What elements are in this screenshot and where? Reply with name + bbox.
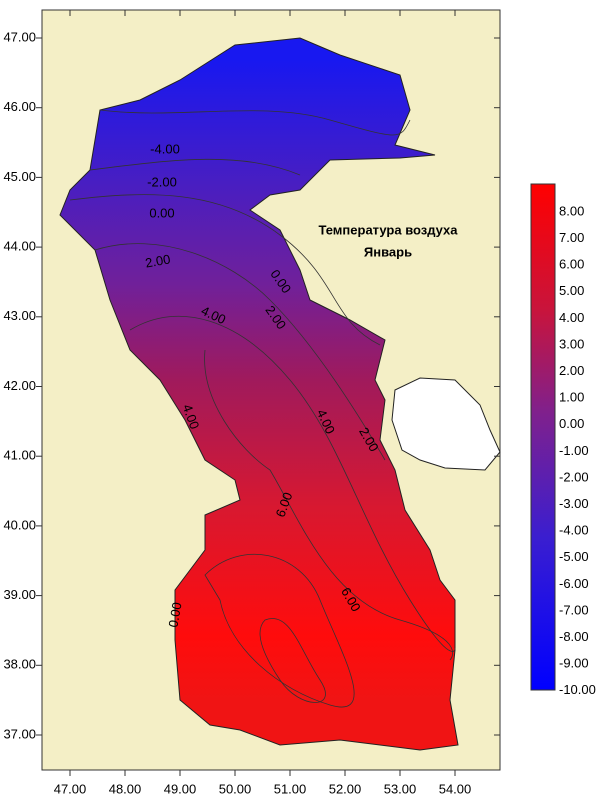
colorbar-label: 5.00 — [559, 283, 584, 298]
y-tick-label: 46.00 — [3, 99, 36, 114]
x-tick-label: 50.00 — [219, 781, 252, 796]
colorbar — [530, 183, 556, 691]
y-tick-label: 40.00 — [3, 517, 36, 532]
x-tick-label: 54.00 — [439, 781, 472, 796]
x-tick-label: 53.00 — [384, 781, 417, 796]
y-tick-label: 44.00 — [3, 239, 36, 254]
colorbar-label: 6.00 — [559, 257, 584, 272]
contour-label: 2.00 — [144, 251, 172, 270]
colorbar-label: 8.00 — [559, 203, 584, 218]
colorbar-label: -6.00 — [559, 576, 589, 591]
y-tick-label: 38.00 — [3, 657, 36, 672]
map-title: Температура воздуха — [318, 222, 458, 237]
colorbar-label: -7.00 — [559, 602, 589, 617]
kara-bogaz-gol — [391, 377, 501, 471]
contour-label: -2.00 — [147, 174, 177, 189]
x-tick-label: 49.00 — [164, 781, 197, 796]
colorbar-label: 1.00 — [559, 390, 584, 405]
y-tick-label: 47.00 — [3, 29, 36, 44]
x-tick-label: 47.00 — [54, 781, 87, 796]
x-tick-label: 51.00 — [274, 781, 307, 796]
y-tick-label: 43.00 — [3, 308, 36, 323]
colorbar-label: -9.00 — [559, 656, 589, 671]
y-tick-label: 41.00 — [3, 448, 36, 463]
colorbar-label: 7.00 — [559, 230, 584, 245]
colorbar-label: -5.00 — [559, 549, 589, 564]
colorbar-label: -3.00 — [559, 496, 589, 511]
colorbar-label: 4.00 — [559, 310, 584, 325]
colorbar-label: 3.00 — [559, 336, 584, 351]
y-tick-label: 39.00 — [3, 587, 36, 602]
colorbar-label: -10.00 — [559, 682, 596, 697]
x-tick-label: 52.00 — [329, 781, 362, 796]
colorbar-label: 2.00 — [559, 363, 584, 378]
colorbar-label: -1.00 — [559, 443, 589, 458]
colorbar-label: -2.00 — [559, 469, 589, 484]
map-subtitle: Январь — [364, 244, 412, 259]
colorbar-label: 0.00 — [559, 416, 584, 431]
y-tick-label: 45.00 — [3, 169, 36, 184]
caspian-sea — [59, 37, 459, 751]
colorbar-label: -4.00 — [559, 523, 589, 538]
y-tick-label: 37.00 — [3, 726, 36, 741]
contour-lines — [69, 109, 456, 708]
x-tick-label: 48.00 — [109, 781, 142, 796]
colorbar-label: -8.00 — [559, 629, 589, 644]
contour-label: 0.00 — [149, 205, 174, 220]
contour-label: 0.00 — [165, 601, 184, 629]
y-tick-label: 42.00 — [3, 378, 36, 393]
contour-label: -4.00 — [150, 141, 180, 156]
